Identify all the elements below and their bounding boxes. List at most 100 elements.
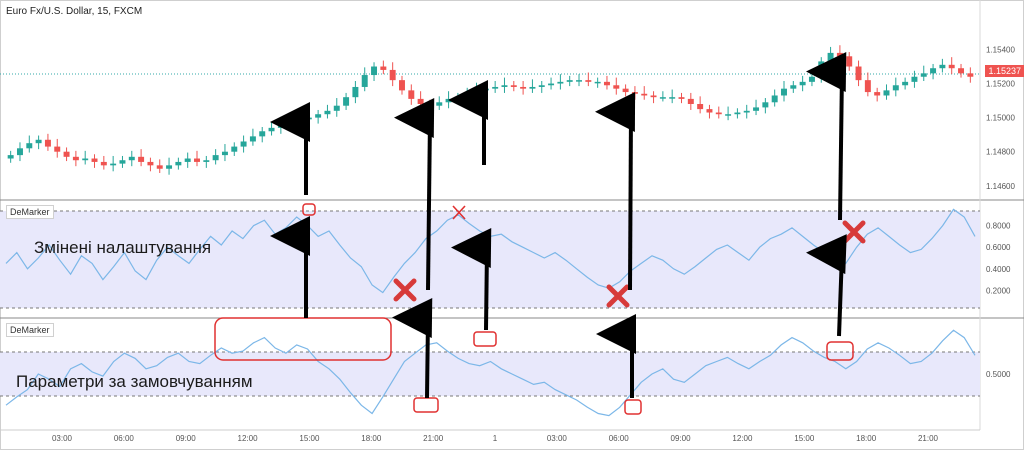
arrow (394, 98, 435, 291)
marker-box (624, 399, 642, 415)
candle (277, 124, 284, 128)
candle (725, 114, 732, 116)
candle (715, 112, 722, 115)
candle (408, 90, 415, 99)
candle (91, 158, 98, 162)
candle (100, 161, 107, 166)
candle (836, 52, 843, 57)
time-tick-label: 21:00 (423, 434, 444, 443)
indicator-label-modified: DeMarker (6, 205, 54, 219)
candle (249, 136, 256, 142)
candles-group (7, 45, 974, 175)
candle (874, 92, 881, 96)
price-axis: 1.15400 1.15200 1.15000 1.14800 1.14600 0.800… (986, 45, 1015, 379)
time-tick-label: 12:00 (732, 434, 753, 443)
candle (855, 66, 862, 81)
candle (296, 119, 303, 123)
candle (464, 93, 471, 98)
price-tick-label: 1.15000 (986, 114, 1015, 123)
marker-box (302, 203, 316, 216)
candle (82, 158, 89, 161)
current-price-tag: 1.15237 (985, 65, 1024, 77)
price-tick-label: 1.15400 (986, 45, 1015, 54)
candle (631, 92, 638, 94)
candle (361, 75, 368, 87)
candle (781, 88, 787, 96)
candle (566, 80, 573, 82)
price-tick-label: 1.14600 (986, 182, 1015, 191)
indicator-tick-label: 0.2000 (986, 286, 1011, 295)
candle (603, 81, 610, 86)
candle (529, 86, 536, 89)
candle (538, 85, 545, 87)
arrow (806, 234, 847, 337)
candle (417, 98, 424, 104)
candle (967, 73, 974, 77)
candle (445, 98, 452, 103)
candle (706, 109, 713, 113)
demarker-line (5, 329, 976, 417)
candle (44, 139, 51, 147)
candle (212, 155, 219, 161)
candle (7, 155, 14, 159)
candle (221, 151, 228, 156)
candle (827, 52, 834, 62)
indicator-tick-label: 0.4000 (986, 265, 1011, 274)
candle (240, 141, 247, 147)
candle (371, 66, 378, 76)
candle (650, 95, 657, 98)
candle (510, 85, 517, 87)
time-tick-label: 06:00 (114, 434, 135, 443)
candle (557, 81, 564, 84)
candle (16, 148, 23, 156)
candle (613, 85, 620, 89)
candle (436, 102, 443, 106)
candle (697, 104, 704, 110)
candle (883, 90, 890, 96)
candle (930, 68, 937, 74)
arrow (451, 228, 492, 331)
candle (473, 90, 480, 94)
candle (231, 146, 238, 152)
cross-marks (393, 220, 866, 308)
candle (268, 127, 275, 132)
time-tick-label: 1 (493, 434, 498, 443)
candle (958, 68, 965, 74)
time-tick-label: 18:00 (856, 434, 877, 443)
candle (687, 98, 694, 104)
time-tick-label: 15:00 (299, 434, 320, 443)
candle (110, 163, 117, 166)
candle (287, 122, 294, 125)
arrow (392, 298, 433, 399)
candle (501, 85, 508, 87)
candle (315, 114, 322, 118)
candle (920, 73, 927, 77)
candle (678, 97, 685, 99)
demarker-band-modified (0, 211, 980, 308)
candle (902, 81, 909, 86)
chart-title: Euro Fx/U.S. Dollar, 15, FXCM (6, 6, 143, 17)
candle (762, 102, 769, 108)
marker-box (413, 397, 439, 413)
candle (641, 93, 648, 96)
candle (175, 161, 182, 166)
candle (147, 161, 154, 166)
time-tick-label: 09:00 (671, 434, 692, 443)
candle (594, 81, 601, 84)
cross-mark (606, 284, 630, 308)
candle (26, 143, 33, 149)
marker-box (473, 331, 497, 347)
arrow (806, 52, 847, 221)
time-axis: 03:00 06:00 09:00 12:00 15:00 18:00 21:00 1 03:0… (0, 429, 980, 443)
indicator-tick-label: 0.5000 (986, 370, 1011, 379)
candle (389, 69, 396, 81)
candle (333, 105, 340, 111)
candle (939, 64, 946, 69)
time-tick-label: 03:00 (547, 434, 568, 443)
candle (622, 88, 629, 93)
time-tick-label: 06:00 (609, 434, 630, 443)
candle (482, 88, 489, 91)
time-tick-label: 03:00 (52, 434, 73, 443)
candle (492, 86, 499, 89)
